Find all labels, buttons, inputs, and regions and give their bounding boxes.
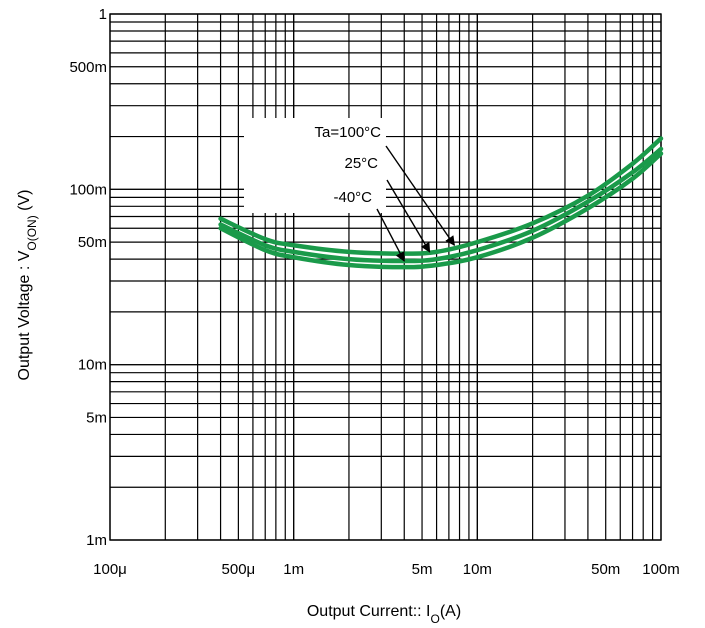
legend-label: 25°C [344, 155, 378, 172]
y-tick-label: 50m [78, 234, 107, 251]
y-tick-label: 100m [69, 181, 107, 198]
legend-arrow [376, 208, 405, 262]
x-tick-label: 100m [642, 561, 680, 578]
x-tick-label: 50m [591, 561, 620, 578]
series-line [218, 146, 664, 264]
y-tick-label: 1 [99, 6, 107, 23]
y-axis-title: Output Voltage : VO(ON) (V) [16, 190, 39, 381]
tick-layer: 100μ 500μ 1m 5m 10m 50m 100m 1m 5m 10m 50m 100m 500m… [69, 6, 679, 578]
y-tick-label: 1m [86, 532, 107, 549]
x-tick-label: 10m [463, 561, 492, 578]
legend-background [244, 118, 386, 213]
y-tick-label: 5m [86, 409, 107, 426]
series-layer [218, 136, 664, 270]
x-tick-label: 1m [283, 561, 304, 578]
grid-layer [109, 13, 662, 541]
legend-arrow [385, 145, 455, 247]
annotation-layer: Ta=100°C 25°C -40°C [244, 118, 455, 262]
x-axis-title: Output Current:: IO(A) [307, 603, 461, 626]
legend-label: -40°C [333, 189, 372, 206]
series-line [218, 136, 664, 256]
x-tick-label: 5m [412, 561, 433, 578]
x-tick-label: 500μ [222, 561, 256, 578]
series-line [218, 151, 664, 270]
plot-frame [109, 13, 662, 541]
y-tick-label: 500m [69, 59, 107, 76]
y-tick-label: 10m [78, 357, 107, 374]
x-tick-label: 100μ [93, 561, 127, 578]
legend-label: Ta=100°C [315, 124, 382, 141]
legend-arrow [386, 179, 431, 253]
